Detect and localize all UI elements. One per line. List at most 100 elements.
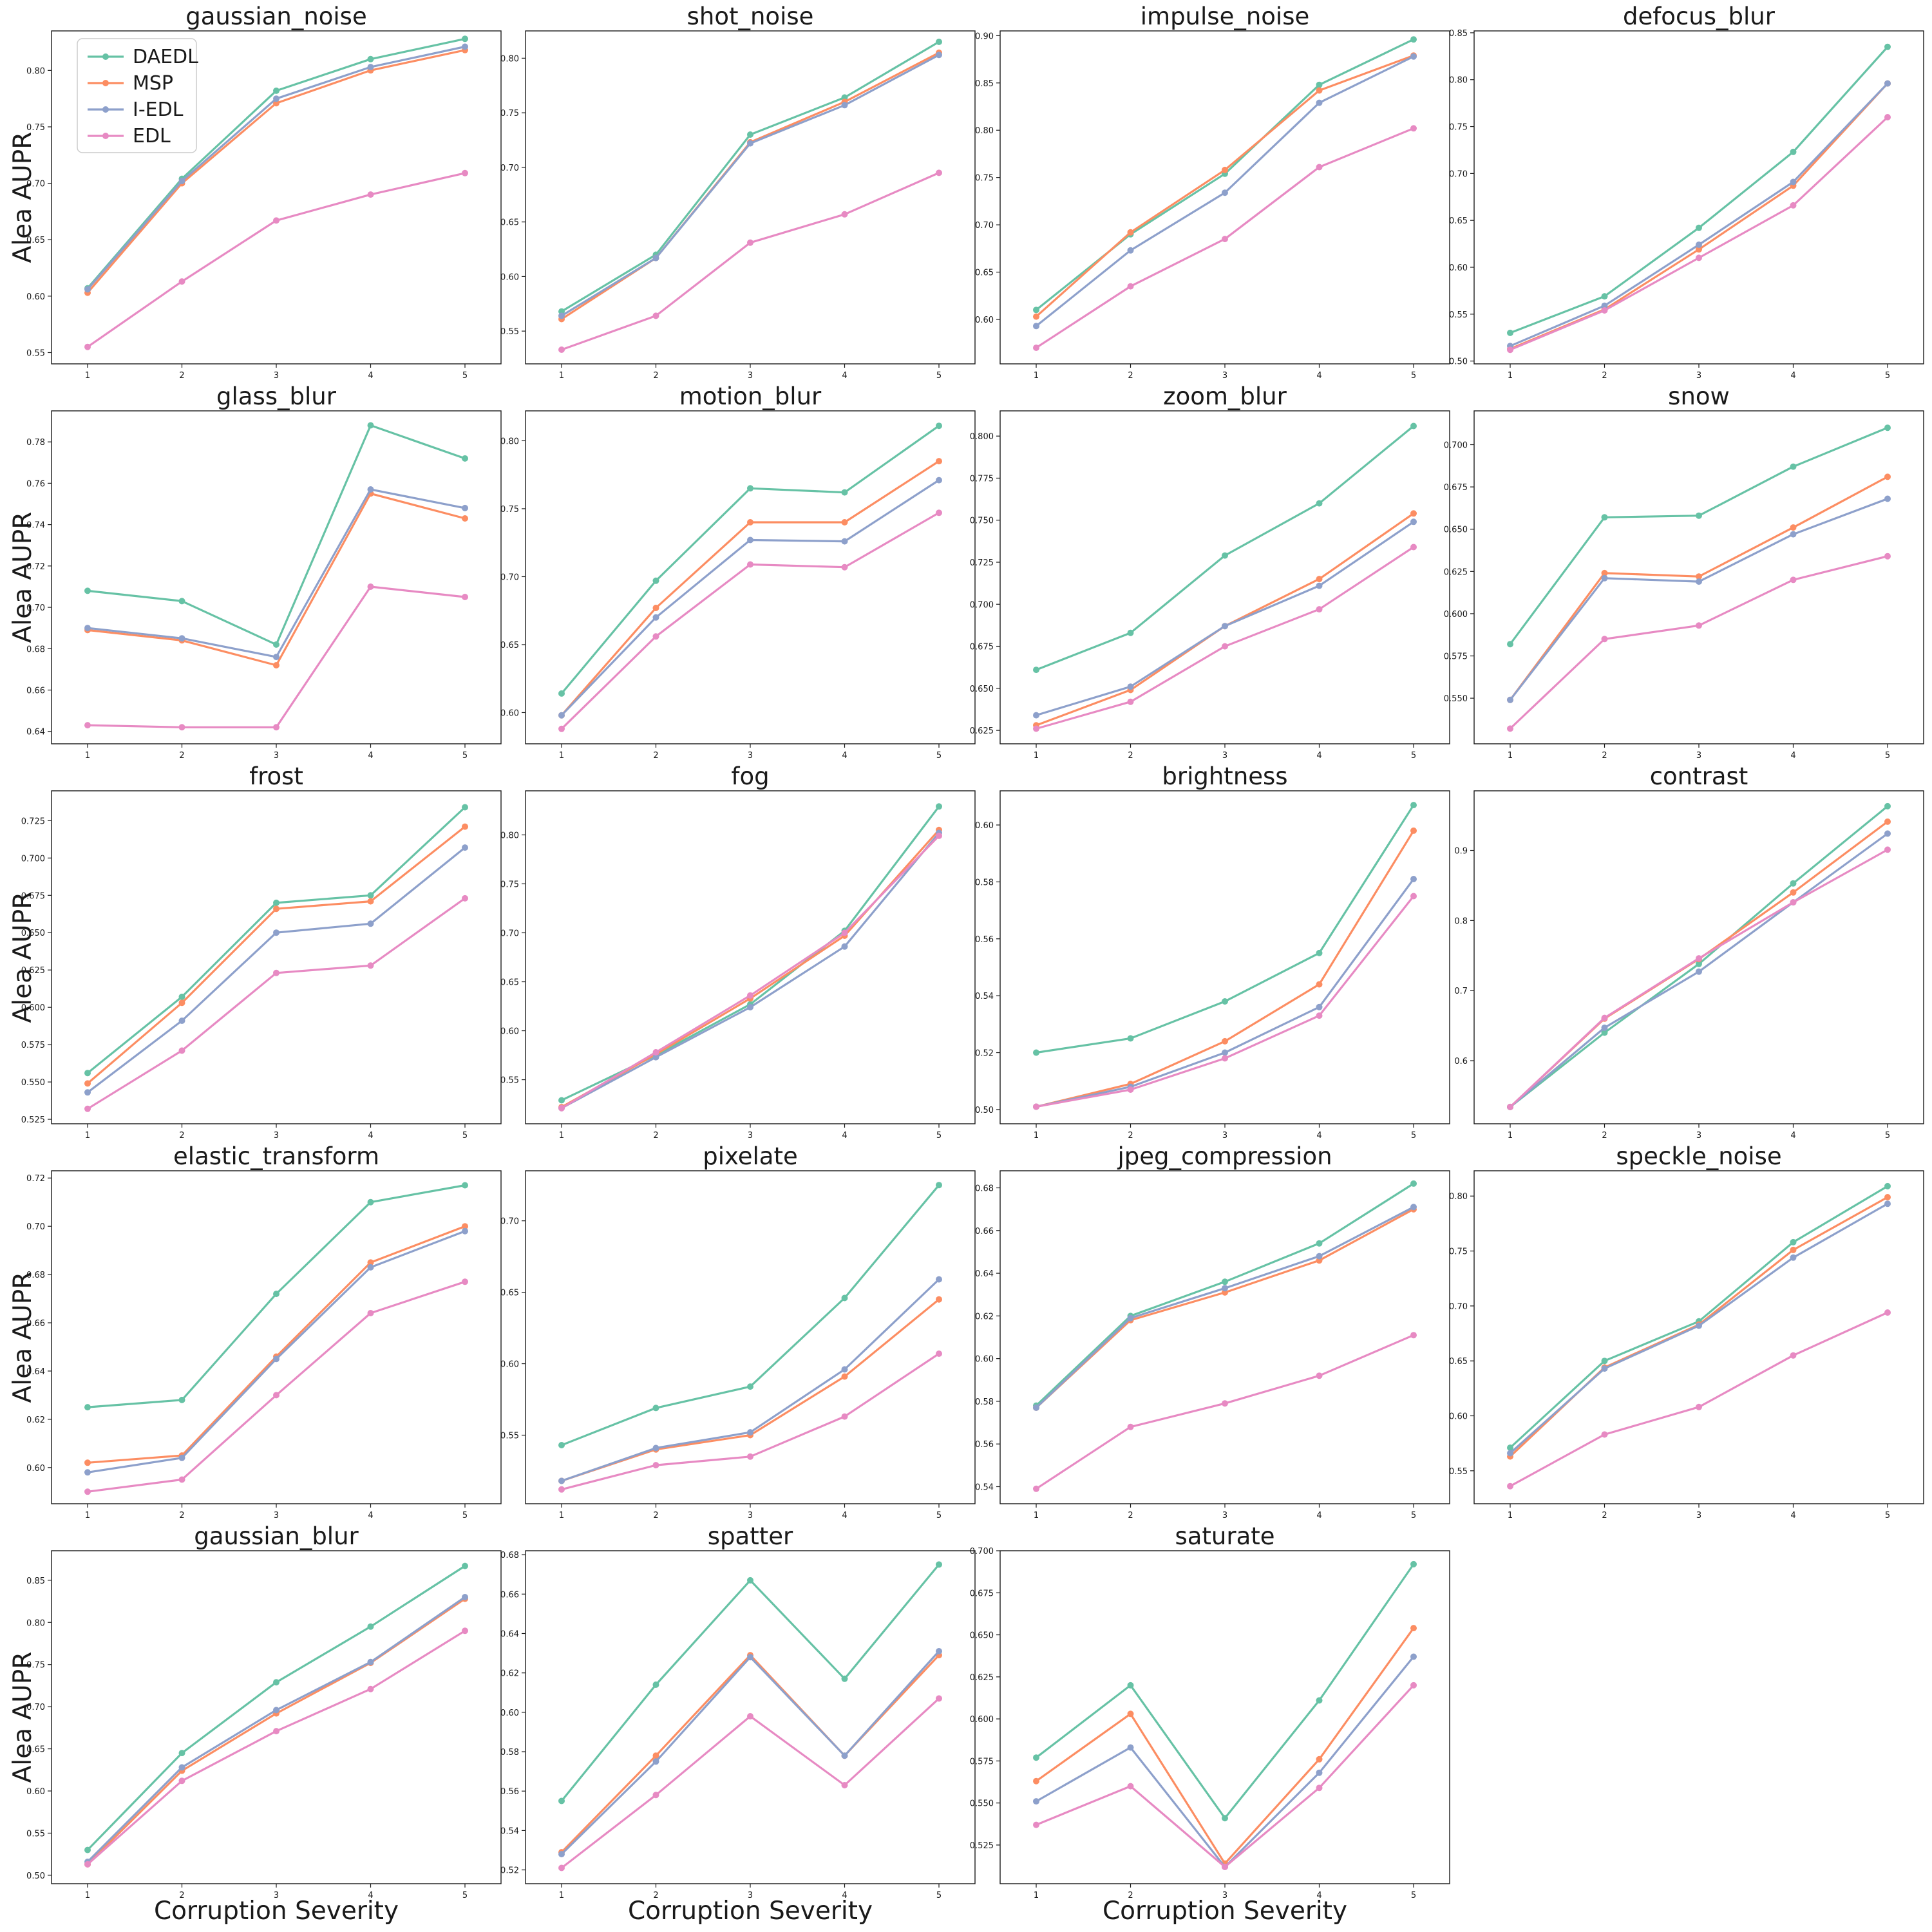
- x-tick-label: 5: [1885, 1131, 1890, 1141]
- data-point: [841, 1782, 848, 1788]
- data-point: [1127, 229, 1134, 236]
- data-point: [1033, 1404, 1039, 1411]
- data-point: [558, 712, 565, 719]
- y-tick-label: 0.66: [975, 1227, 994, 1236]
- data-point: [558, 1797, 565, 1804]
- data-point: [178, 278, 185, 285]
- data-point: [462, 844, 468, 851]
- data-point: [558, 312, 565, 319]
- y-tick-label: 0.60: [500, 1027, 519, 1037]
- data-point: [462, 1627, 468, 1634]
- y-tick-label: 0.65: [26, 1745, 45, 1755]
- y-tick-label: 0.62: [975, 1312, 994, 1321]
- data-point: [1696, 960, 1702, 967]
- subplot-title: gaussian_noise: [185, 3, 366, 30]
- data-point: [1790, 889, 1797, 896]
- series-edl: [1033, 1332, 1417, 1492]
- data-point: [1127, 283, 1134, 290]
- data-point: [462, 594, 468, 600]
- data-point: [1410, 422, 1417, 430]
- axes-frame: [999, 790, 1450, 1124]
- y-tick-label: 0.550: [1444, 694, 1468, 704]
- data-point: [367, 1310, 374, 1316]
- x-tick-label: 3: [1222, 1131, 1227, 1141]
- x-tick-label: 1: [559, 1511, 564, 1520]
- x-tick-label: 5: [936, 1511, 942, 1520]
- y-tick-label: 0.65: [26, 236, 45, 245]
- series-i-edl: [1033, 1204, 1417, 1411]
- subplot-title: impulse_noise: [1141, 3, 1310, 30]
- y-tick-label: 0.60: [26, 292, 45, 302]
- x-tick-label: 5: [936, 1891, 942, 1900]
- subplot-jpeg-compression: jpeg_compression 1 2 3 4 5 0.54 0.56 0.58 0.60 0.6…: [975, 1142, 1450, 1520]
- data-point: [367, 583, 374, 590]
- data-point: [1222, 1037, 1228, 1045]
- series-i-edl: [558, 1648, 942, 1858]
- x-tick-label: 1: [559, 371, 564, 381]
- data-point: [1601, 569, 1608, 576]
- legend-label: I-EDL: [133, 99, 184, 121]
- data-point: [367, 892, 374, 899]
- data-point: [84, 1080, 91, 1087]
- y-tick-label: 0.54: [975, 992, 994, 1001]
- x-tick-label: 3: [1222, 1891, 1227, 1900]
- series-i-edl: [84, 486, 468, 661]
- y-tick-label: 0.56: [975, 1440, 994, 1450]
- data-point: [1316, 500, 1323, 507]
- x-tick-label: 4: [368, 1511, 373, 1520]
- x-tick-label: 2: [1128, 371, 1133, 381]
- y-tick-label: 0.72: [26, 1174, 45, 1184]
- x-tick-label: 1: [1508, 1511, 1513, 1520]
- axes-frame: [51, 1170, 502, 1504]
- data-point: [1410, 125, 1417, 132]
- x-tick-label: 2: [1602, 1131, 1607, 1141]
- figure-axis-labels: Alea AUPR Alea AUPR Alea AUPR Alea AUPR Alea…: [8, 132, 1347, 1926]
- data-point: [841, 1373, 848, 1380]
- data-point: [1033, 725, 1039, 732]
- series-daedl: [558, 1561, 942, 1804]
- y-tick-label: 0.80: [975, 126, 994, 136]
- y-tick-label: 0.58: [975, 1397, 994, 1407]
- series-i-edl: [558, 1276, 942, 1484]
- y-tick-label: 0.650: [970, 1631, 994, 1641]
- data-point: [936, 458, 942, 465]
- subplot-snow: snow 1 2 3 4 5 0.550 0.575 0.600 0.625 0.650 0.675 0…: [1444, 383, 1924, 761]
- subplot-gaussian-blur: gaussian_blur 1 2 3 4 5 0.50 0.55 0.60 0.65 0.70 0.…: [26, 1522, 502, 1900]
- data-point: [178, 1047, 185, 1054]
- data-point: [558, 1097, 565, 1104]
- axes-frame: [999, 410, 1450, 744]
- y-tick-label: 0.76: [26, 479, 45, 489]
- x-tick-label: 5: [462, 1891, 468, 1900]
- data-point: [841, 519, 848, 526]
- x-tick-label: 3: [274, 1891, 279, 1900]
- x-axis-label: Corruption Severity: [154, 1897, 399, 1926]
- data-point: [747, 485, 753, 492]
- data-point: [558, 1104, 565, 1112]
- data-point: [1127, 1086, 1134, 1093]
- data-point: [1884, 818, 1891, 825]
- y-tick-label: 0.58: [500, 1748, 519, 1757]
- data-point: [1507, 1482, 1513, 1490]
- data-point: [1790, 1352, 1797, 1359]
- subplot-pixelate: pixelate 1 2 3 4 5 0.55 0.60 0.65 0.70: [500, 1142, 976, 1520]
- data-point: [1316, 99, 1323, 106]
- series-edl: [84, 1278, 468, 1495]
- y-tick-label: 0.600: [970, 1715, 994, 1725]
- subplot-title: elastic_transform: [173, 1142, 379, 1170]
- data-point: [1033, 1821, 1039, 1828]
- data-point: [273, 654, 279, 661]
- series-daedl: [84, 1182, 468, 1411]
- y-tick-label: 0.75: [1449, 123, 1468, 133]
- axes-frame: [525, 1170, 976, 1504]
- x-tick-label: 4: [1790, 371, 1795, 381]
- data-point: [558, 1442, 565, 1448]
- y-tick-label: 0.70: [500, 164, 519, 173]
- x-tick-label: 5: [1411, 751, 1416, 761]
- x-tick-label: 5: [1411, 1511, 1416, 1520]
- data-point: [1222, 643, 1228, 650]
- data-point: [1410, 1560, 1417, 1567]
- data-point: [178, 178, 185, 185]
- series-i-edl: [84, 844, 468, 1096]
- subplot-defocus-blur: defocus_blur 1 2 3 4 5 0.50 0.55 0.60 0.65 0.70 0.7…: [1449, 3, 1924, 381]
- data-point: [1601, 1365, 1608, 1372]
